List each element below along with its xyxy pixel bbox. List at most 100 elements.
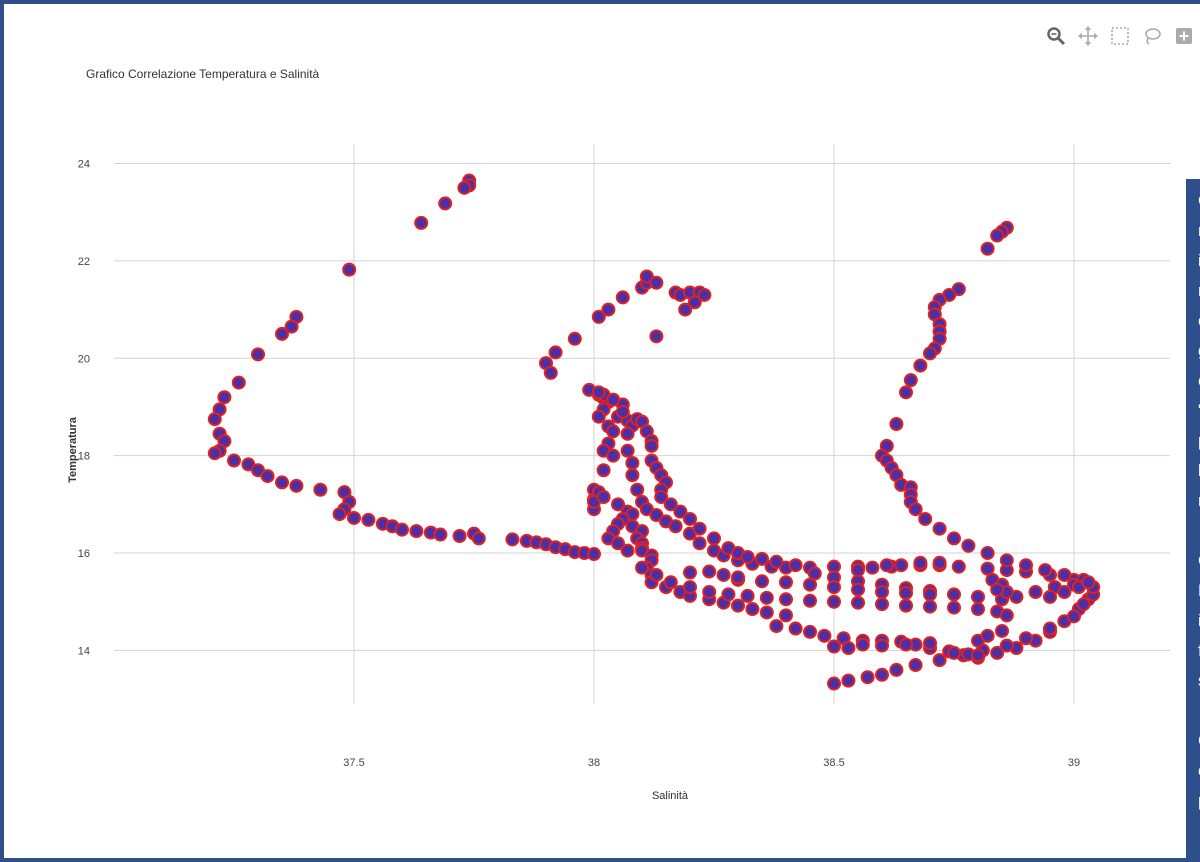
- data-point: [995, 623, 1009, 638]
- data-point: [683, 565, 697, 580]
- data-point: [923, 587, 937, 602]
- data-point: [908, 502, 923, 517]
- data-point: [438, 196, 453, 211]
- pan-icon[interactable]: [1076, 24, 1100, 48]
- data-point: [692, 521, 707, 536]
- data-point: [899, 585, 913, 600]
- data-point: [395, 522, 409, 537]
- data-point: [990, 645, 1005, 660]
- data-point: [615, 404, 630, 419]
- data-point: [615, 290, 630, 305]
- data-point: [702, 564, 717, 579]
- data-point: [903, 373, 918, 388]
- side-panel-letter: f: [1198, 641, 1200, 661]
- data-point: [731, 598, 745, 613]
- data-point: [769, 619, 784, 634]
- data-point: [889, 417, 904, 431]
- data-point: [999, 608, 1014, 623]
- data-point: [769, 554, 784, 569]
- data-point: [567, 331, 582, 346]
- data-point: [716, 567, 731, 582]
- data-point: [947, 645, 961, 660]
- data-point: [908, 658, 923, 673]
- zoom-icon[interactable]: [1044, 24, 1068, 48]
- data-point: [879, 558, 894, 573]
- data-point: [961, 538, 976, 553]
- data-point: [721, 587, 736, 602]
- data-point: [207, 446, 222, 461]
- data-point: [980, 546, 995, 561]
- data-point: [990, 582, 1005, 597]
- data-point: [788, 558, 803, 573]
- chart-title: Grafico Correlazione Temperatura e Salin…: [86, 67, 320, 81]
- data-point: [635, 560, 649, 575]
- data-point: [1067, 609, 1081, 624]
- data-point: [601, 302, 616, 317]
- lasso-select-icon[interactable]: [1140, 24, 1164, 48]
- data-point: [606, 448, 621, 463]
- data-point: [932, 555, 947, 570]
- box-select-icon[interactable]: [1108, 24, 1132, 48]
- data-point: [606, 424, 621, 439]
- data-point: [932, 653, 947, 668]
- data-point: [284, 319, 299, 334]
- data-point: [875, 597, 889, 612]
- data-point: [851, 563, 865, 578]
- side-panel-letter: n: [1198, 281, 1200, 301]
- data-point: [591, 409, 606, 424]
- data-point: [1057, 567, 1072, 582]
- data-point: [855, 637, 870, 652]
- data-point: [731, 570, 745, 585]
- side-panel-letter: s: [1198, 671, 1200, 691]
- data-point: [251, 347, 265, 362]
- data-point: [591, 385, 606, 400]
- data-point: [620, 426, 635, 441]
- data-point: [649, 508, 664, 523]
- data-point: [779, 575, 793, 590]
- data-point: [1081, 575, 1096, 590]
- data-point: [817, 628, 832, 643]
- data-point: [740, 588, 755, 603]
- data-point: [1028, 585, 1043, 599]
- data-point: [740, 549, 755, 564]
- data-point: [611, 536, 625, 551]
- data-point: [875, 585, 889, 599]
- side-panel-letter: l: [1198, 461, 1200, 481]
- y-tick-label: 22: [78, 256, 90, 268]
- data-point: [342, 262, 357, 277]
- data-point: [803, 593, 817, 608]
- data-point: [687, 295, 702, 310]
- data-point: [683, 511, 697, 526]
- data-point: [639, 269, 654, 284]
- side-panel-letter: p: [1198, 791, 1200, 811]
- data-point: [1019, 631, 1033, 646]
- data-point: [923, 636, 937, 651]
- side-panel-letter: i: [1198, 251, 1200, 271]
- y-tick-label: 16: [78, 548, 90, 560]
- data-point: [889, 662, 904, 677]
- data-point: [913, 358, 928, 373]
- data-point: [807, 566, 822, 581]
- data-point: [971, 602, 985, 617]
- data-point: [875, 667, 889, 682]
- data-point: [827, 580, 841, 595]
- data-point: [649, 275, 664, 290]
- data-point: [654, 490, 669, 505]
- zoom-in-icon[interactable]: [1172, 24, 1196, 48]
- data-point: [779, 592, 793, 607]
- data-point: [414, 215, 429, 230]
- data-point: [596, 463, 611, 478]
- data-point: [231, 375, 246, 390]
- side-panel-letter: C: [1198, 551, 1200, 571]
- data-point: [668, 519, 683, 534]
- data-point: [923, 599, 937, 614]
- data-point: [865, 560, 880, 575]
- data-point: [289, 478, 304, 493]
- data-point: [860, 670, 875, 685]
- side-panel-letter: c: [1198, 311, 1200, 331]
- data-point: [827, 594, 841, 609]
- side-panel-letter: c: [1198, 761, 1200, 781]
- data-point: [649, 567, 664, 582]
- y-tick-label: 20: [78, 353, 90, 365]
- data-point: [841, 673, 856, 688]
